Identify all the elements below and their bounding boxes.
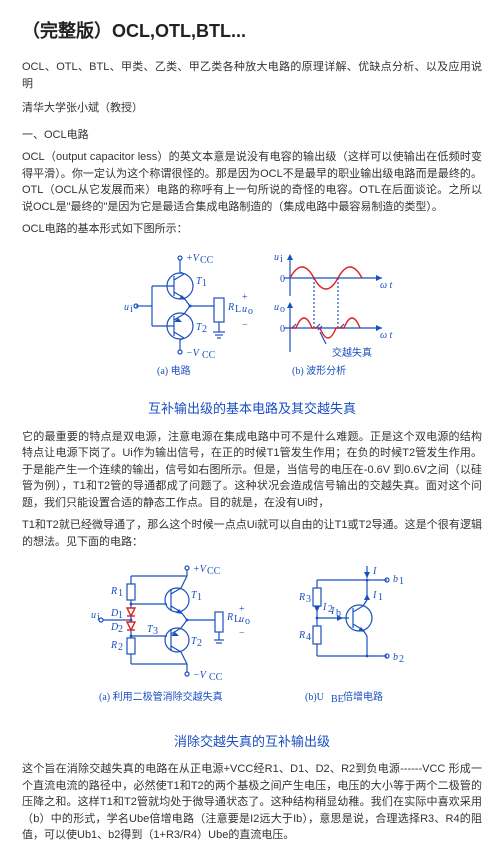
svg-text:u: u <box>274 302 279 313</box>
svg-text:倍增电路: 倍增电路 <box>343 690 383 703</box>
svg-text:1: 1 <box>378 592 383 603</box>
svg-text:R: R <box>227 302 234 313</box>
svg-text:+V: +V <box>186 253 201 264</box>
para2: OCL电路的基本形式如下图所示： <box>22 221 482 238</box>
svg-text:I: I <box>330 606 335 617</box>
svg-text:2: 2 <box>197 638 202 649</box>
author-line: 清华大学张小斌（教授） <box>22 100 482 117</box>
svg-text:0: 0 <box>280 274 285 285</box>
svg-text:交越失真: 交越失真 <box>332 346 372 359</box>
svg-text:−: − <box>242 320 248 331</box>
svg-text:o: o <box>248 306 253 317</box>
svg-text:+: + <box>242 292 248 303</box>
svg-text:0: 0 <box>280 324 285 335</box>
figure2: +VCC R1 D1 D2 R2 −VCC ui <box>22 560 482 726</box>
svg-text:3: 3 <box>153 626 158 637</box>
para1: OCL（output capacitor less）的英文本意是说没有电容的输出… <box>22 149 482 215</box>
svg-text:2: 2 <box>399 654 404 665</box>
svg-text:CC: CC <box>207 566 221 577</box>
svg-text:R: R <box>298 630 305 641</box>
svg-text:2: 2 <box>202 324 207 335</box>
intro-line: OCL、OTL、BTL、甲类、乙类、甲乙类各种放大电路的原理详解、优缺点分析、以… <box>22 59 482 92</box>
svg-text:−V: −V <box>193 670 208 681</box>
svg-text:b: b <box>393 652 398 663</box>
svg-text:+V: +V <box>193 564 208 575</box>
svg-text:o: o <box>245 616 250 627</box>
fig2-caption: 消除交越失真的互补输出级 <box>22 732 482 752</box>
svg-text:I: I <box>372 590 377 601</box>
svg-text:I: I <box>322 602 327 613</box>
svg-text:CC: CC <box>209 672 223 683</box>
svg-text:4: 4 <box>306 632 311 643</box>
svg-text:−: − <box>239 628 245 639</box>
svg-text:CC: CC <box>200 255 214 266</box>
svg-text:R: R <box>298 592 305 603</box>
svg-text:(a) 利用二极管消除交越失真: (a) 利用二极管消除交越失真 <box>99 690 223 703</box>
svg-text:1: 1 <box>399 576 404 587</box>
svg-text:3: 3 <box>306 594 311 605</box>
svg-text:1: 1 <box>202 278 207 289</box>
svg-text:1: 1 <box>118 588 123 599</box>
svg-text:2: 2 <box>118 642 123 653</box>
section1-head: 一、OCL电路 <box>22 127 482 144</box>
fig1-caption: 互补输出级的基本电路及其交越失真 <box>22 399 482 419</box>
svg-text:R: R <box>226 612 233 623</box>
doc-title: （完整版）OCL,OTL,BTL... <box>22 18 482 45</box>
svg-text:ω t: ω t <box>380 280 393 291</box>
svg-text:L: L <box>235 304 241 315</box>
svg-text:u: u <box>124 302 129 313</box>
svg-text:R: R <box>110 640 117 651</box>
svg-text:(b) 波形分析: (b) 波形分析 <box>292 364 346 377</box>
svg-text:ω t: ω t <box>380 330 393 341</box>
svg-text:−V: −V <box>186 348 201 359</box>
svg-text:u: u <box>242 304 247 315</box>
svg-text:b: b <box>393 574 398 585</box>
para5: 这个旨在消除交越失真的电路在从正电源+VCC经R1、D1、D2、R2到负电源--… <box>22 761 482 844</box>
svg-text:u: u <box>91 610 96 621</box>
figure1: +VCC T1 ui T2 RL <box>22 248 482 394</box>
svg-text:o: o <box>280 304 285 315</box>
svg-text:I: I <box>372 566 377 577</box>
svg-text:i: i <box>130 304 133 315</box>
svg-text:(b)U: (b)U <box>305 692 325 703</box>
svg-text:u: u <box>274 252 279 263</box>
svg-text:i: i <box>97 612 100 623</box>
svg-text:i: i <box>280 254 283 265</box>
svg-text:(a) 电路: (a) 电路 <box>157 364 191 377</box>
svg-text:u: u <box>239 614 244 625</box>
para3: 它的最重要的特点是双电源，注意电源在集成电路中可不是什么难题。正是这个双电源的结… <box>22 429 482 512</box>
svg-text:R: R <box>110 586 117 597</box>
svg-text:1: 1 <box>197 592 202 603</box>
svg-text:CC: CC <box>202 350 216 361</box>
svg-text:BE: BE <box>331 694 344 705</box>
svg-text:1: 1 <box>118 610 123 621</box>
para4: T1和T2就已经微导通了，那么这个时候一点点Ui就可以自由的让T1或T2导通。这… <box>22 517 482 550</box>
svg-text:2: 2 <box>118 624 123 635</box>
